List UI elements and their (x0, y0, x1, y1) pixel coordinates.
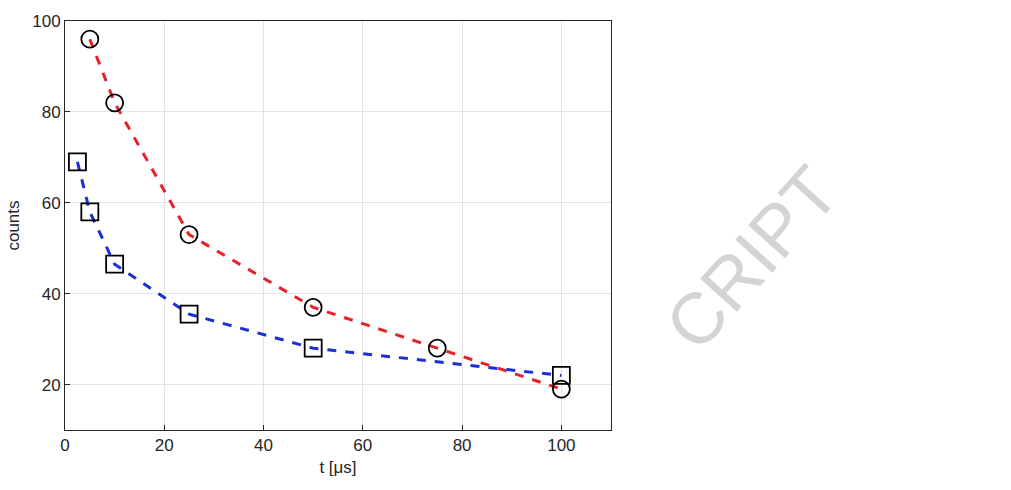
svg-text:t [μs]: t [μs] (319, 458, 356, 477)
svg-text:40: 40 (254, 436, 273, 455)
svg-text:60: 60 (42, 194, 61, 213)
svg-text:100: 100 (32, 12, 60, 31)
svg-text:20: 20 (155, 436, 174, 455)
svg-text:0: 0 (60, 436, 69, 455)
svg-text:60: 60 (353, 436, 372, 455)
svg-text:20: 20 (42, 376, 61, 395)
svg-text:counts: counts (4, 200, 23, 250)
svg-text:80: 80 (453, 436, 472, 455)
svg-text:40: 40 (42, 285, 61, 304)
svg-text:CRIPT: CRIPT (650, 151, 854, 365)
svg-text:100: 100 (547, 436, 575, 455)
svg-text:80: 80 (42, 103, 61, 122)
